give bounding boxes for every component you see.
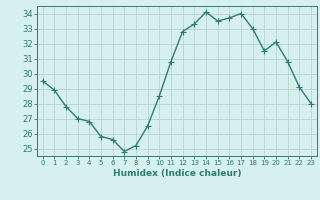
X-axis label: Humidex (Indice chaleur): Humidex (Indice chaleur): [113, 169, 241, 178]
